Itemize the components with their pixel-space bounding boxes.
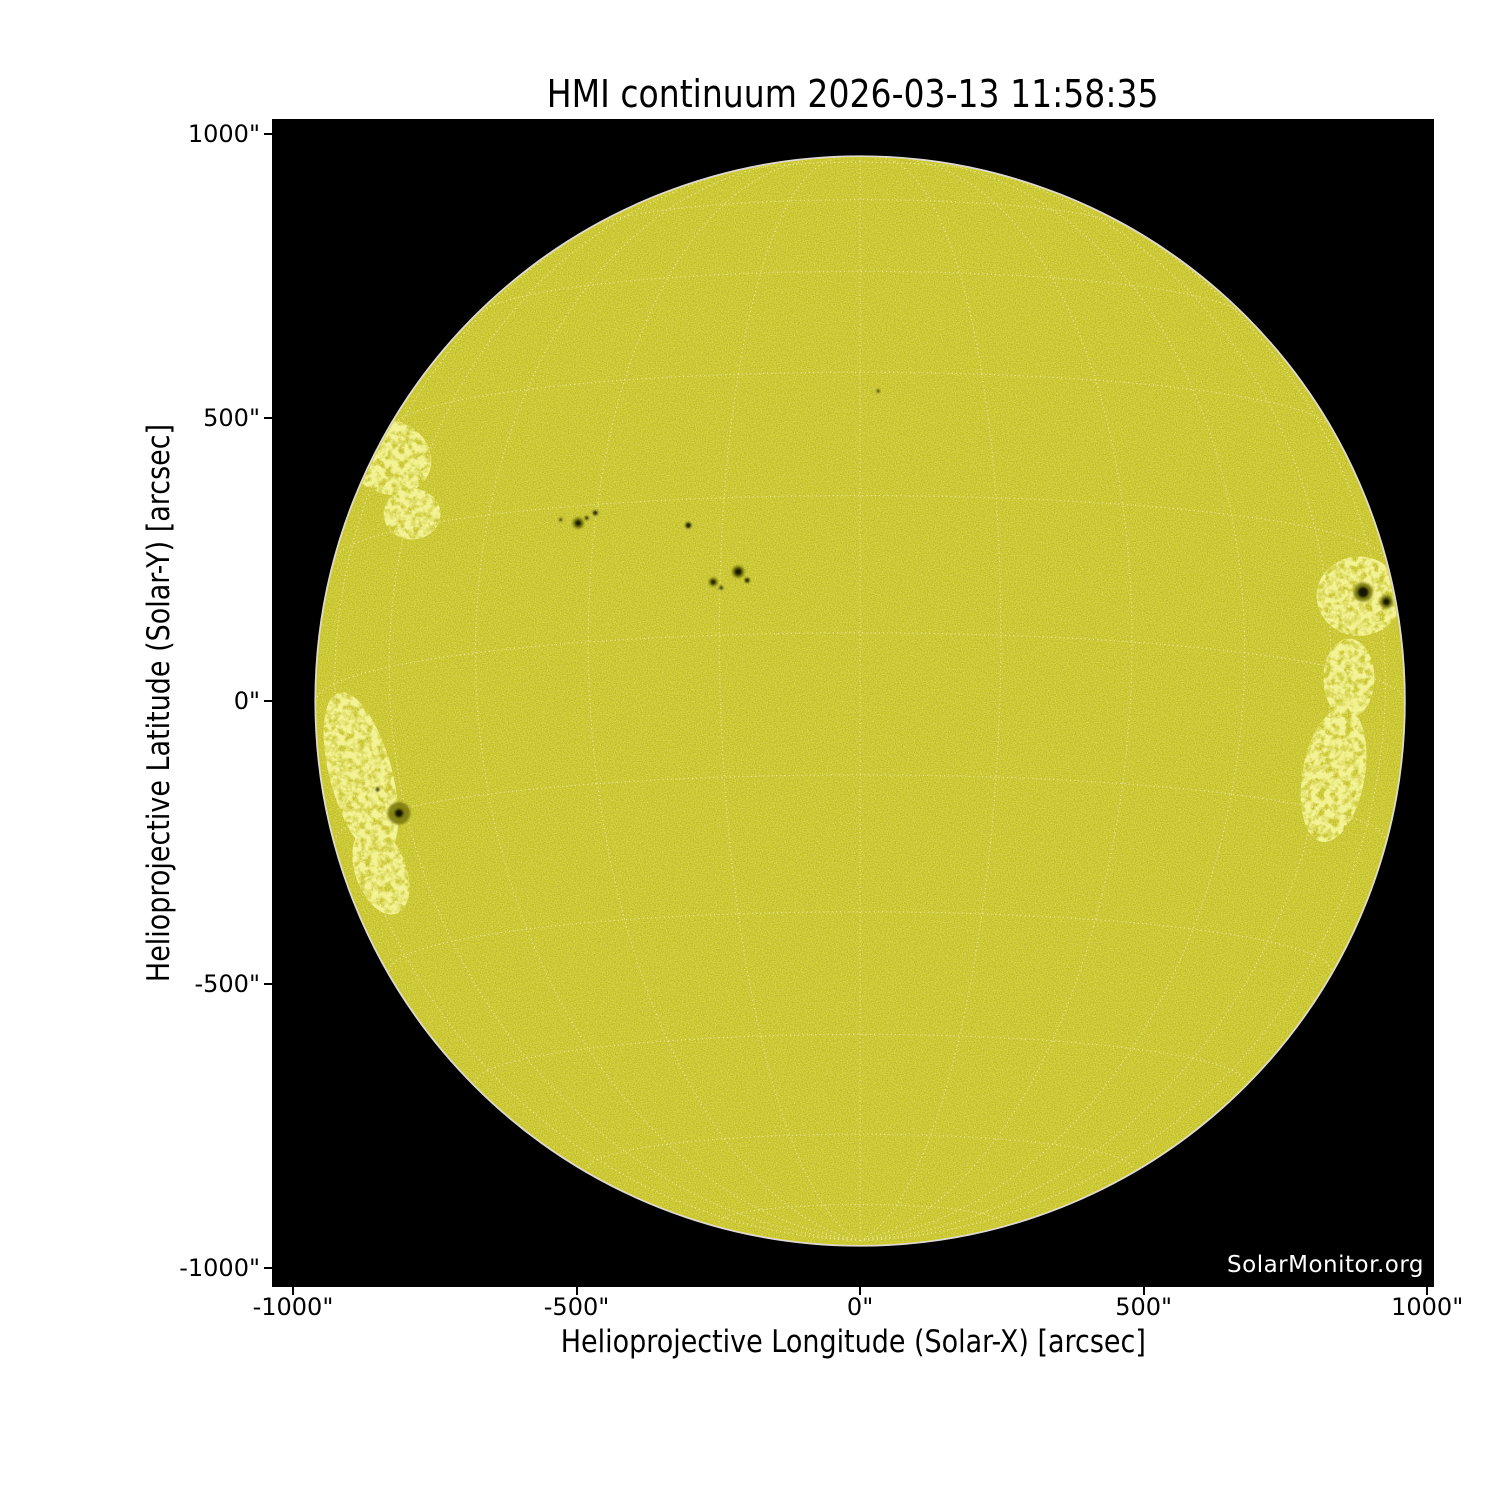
x-tick-mark [291, 1287, 294, 1295]
x-tick-label: -500" [543, 1293, 610, 1321]
plot-area: SolarMonitor.org [272, 119, 1434, 1287]
y-tick-label: 1000" [187, 120, 260, 149]
solar-limb-edge [314, 155, 1406, 1247]
y-tick-mark [264, 983, 272, 986]
x-axis-label: Helioprojective Longitude (Solar-X) [arc… [272, 1324, 1434, 1360]
y-axis-label-text: Helioprojective Latitude (Solar-Y) [arcs… [141, 423, 177, 983]
x-tick-label: 0" [846, 1293, 874, 1321]
y-tick-label: 500" [203, 403, 260, 432]
x-tick-label: 500" [1115, 1293, 1173, 1321]
chart-title-text: HMI continuum 2026-03-13 11:58:35 [547, 72, 1159, 116]
y-tick-label: -1000" [179, 1253, 260, 1282]
y-tick-mark [264, 700, 272, 703]
solar-disk-image [272, 119, 1434, 1287]
y-tick-mark [264, 1266, 272, 1269]
x-tick-mark [1142, 1287, 1145, 1295]
y-tick-mark [264, 416, 272, 419]
x-axis-label-text: Helioprojective Longitude (Solar-X) [arc… [560, 1324, 1146, 1360]
x-tick-label: 1000" [1391, 1293, 1464, 1321]
disk-grain-light [317, 158, 1403, 1244]
x-tick-label: -1000" [252, 1293, 334, 1321]
y-tick-label: -500" [194, 970, 260, 999]
x-tick-mark [859, 1287, 862, 1295]
watermark: SolarMonitor.org [1227, 1252, 1424, 1278]
heliographic-grid [316, 157, 1404, 1242]
x-tick-mark [575, 1287, 578, 1295]
chart-title: HMI continuum 2026-03-13 11:58:35 [272, 72, 1434, 116]
x-tick-mark [1426, 1287, 1429, 1295]
y-tick-label: 0" [233, 687, 260, 716]
y-axis-label: Helioprojective Latitude (Solar-Y) [arcs… [141, 382, 177, 1024]
sunspots [375, 389, 1394, 825]
y-tick-mark [264, 133, 272, 136]
